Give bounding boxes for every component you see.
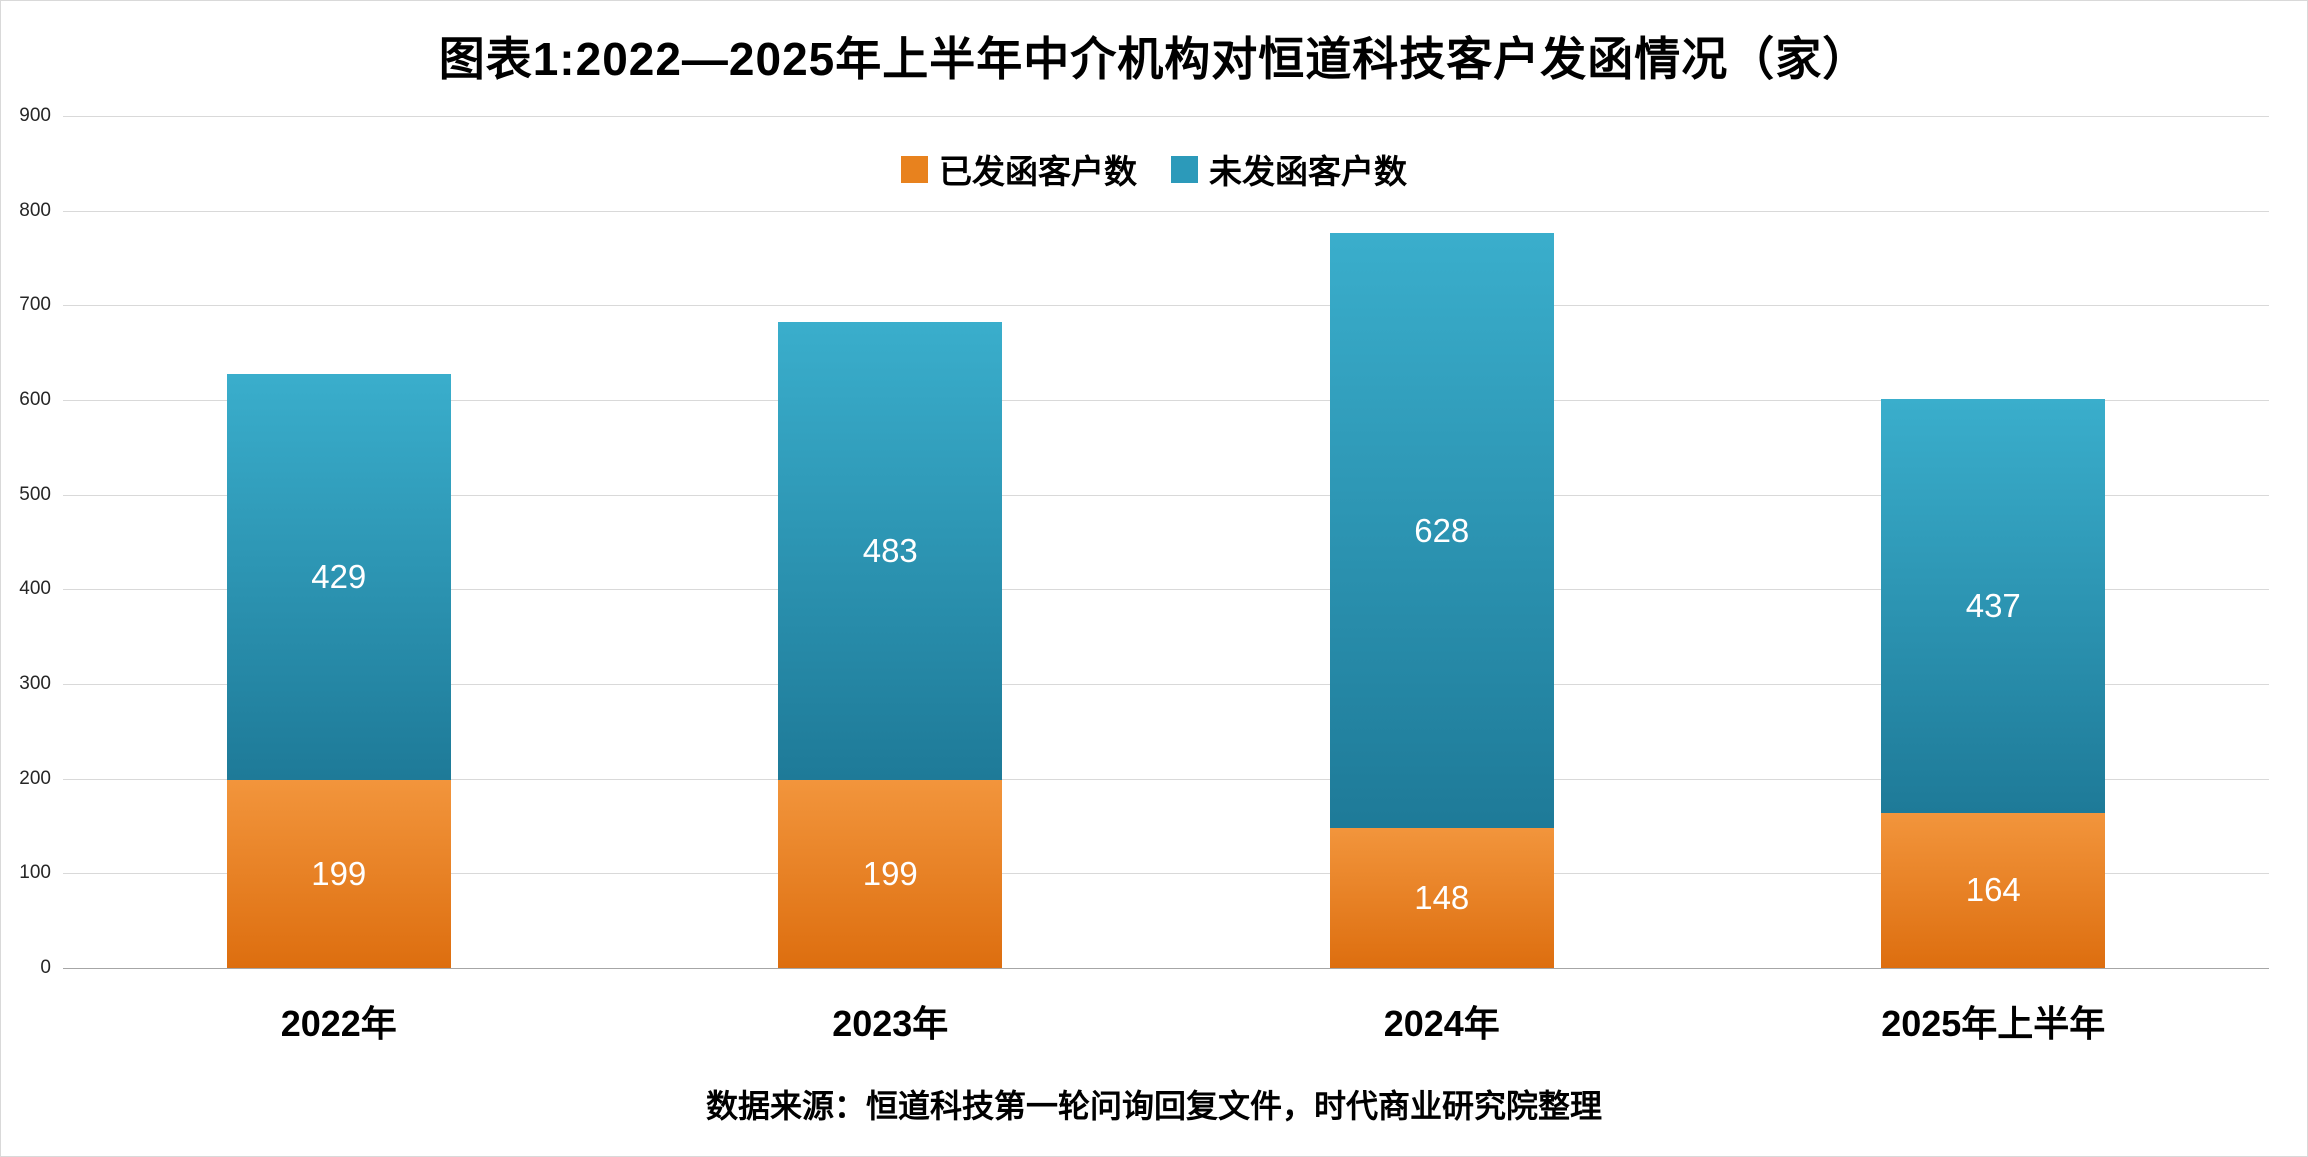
y-axis-label: 200 [19,767,51,789]
bar-segment: 148 [1329,827,1554,968]
category-label: 2023年 [832,1003,949,1044]
stacked-bar: 199 483 [778,116,1003,968]
y-axis-label: 100 [19,862,51,884]
category-axis: 2022年 2023年 2024年 2025年上半年 [63,995,2269,1051]
x-axis-line [63,968,2269,969]
y-axis-label: 600 [19,389,51,410]
bar-segment: 199 [778,779,1003,968]
data-label: 199 [862,854,918,892]
y-axis-label: 0 [40,957,51,978]
category-label: 2024年 [1383,1003,1500,1044]
data-label: 429 [311,557,367,595]
bar-segment: 483 [778,322,1003,780]
bar-segment: 164 [1881,812,2106,968]
legend-label: 已发函客户数 [939,153,1137,190]
data-label: 199 [311,854,367,892]
category-label: 2022年 [280,1003,397,1044]
gridline [63,210,2269,212]
category-label: 2025年上半年 [1881,1003,2106,1044]
gridline [63,305,2269,307]
data-label: 148 [1414,878,1470,916]
y-axis-label: 400 [19,578,51,600]
legend-item: 已发函客户数 [901,145,1137,193]
legend-swatch [1171,155,1198,183]
bar-segment: 437 [1881,399,2106,813]
y-axis-label: 500 [19,483,51,505]
legend-swatch [901,155,928,183]
bar-segment: 429 [226,373,451,780]
y-axis-label: 900 [19,105,51,126]
legend: 已发函客户数 未发函客户数 [1,145,2307,193]
chart-title: 图表1:2022—2025年上半年中介机构对恒道科技客户发函情况（家） [438,33,1870,85]
source-note: 数据来源：恒道科技第一轮问询回复文件，时代商业研究院整理 [705,1088,1602,1124]
gridline [63,684,2269,685]
gridline [63,873,2269,875]
y-axis-label: 800 [19,199,51,221]
stacked-bar: 148 628 [1329,116,1554,968]
legend-item: 未发函客户数 [1171,145,1407,193]
legend-label: 未发函客户数 [1209,153,1407,190]
data-label: 483 [862,532,918,569]
gridline [63,400,2269,401]
gridline [63,494,2269,496]
y-axis-label: 700 [19,294,51,316]
gridline [63,778,2269,780]
y-axis-label: 300 [19,673,51,694]
data-label: 164 [1965,871,2021,909]
stacked-bar: 199 429 [226,116,451,968]
gridline [63,116,2269,117]
data-label: 628 [1414,511,1470,549]
bar-segment: 199 [226,779,451,968]
gridline [63,589,2269,591]
plot-area: 0 100 200 300 400 500 600 700 800 900 199 429 199 483… [19,105,2269,978]
bar-segment: 628 [1329,233,1554,828]
stacked-bar: 164 437 [1881,116,2106,968]
data-label: 437 [1965,586,2021,624]
